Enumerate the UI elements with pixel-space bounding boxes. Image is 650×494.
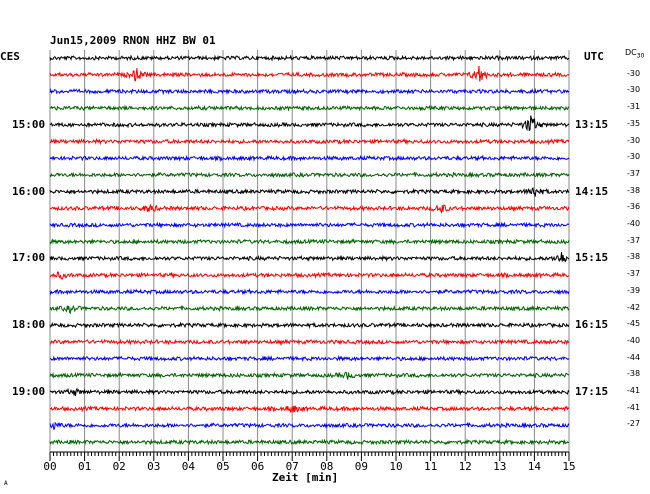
right-hour-label: 14:15 [575, 184, 609, 198]
trace-row-10 [49, 221, 570, 229]
dc-offset-label: -31 [627, 102, 641, 112]
dc-offset-label: -37 [627, 235, 641, 245]
dc-offset-label: -36 [627, 202, 641, 212]
trace-row-11 [49, 238, 570, 246]
trace-row-12 [49, 252, 570, 263]
trace-row-16 [49, 321, 570, 330]
dc-offset-label: -40 [627, 335, 641, 345]
x-axis: 00 01 02 03 04 05 06 07 08 09 10 11 12 13 14 15 [43, 451, 576, 473]
dc-offset-label: -44 [627, 352, 641, 362]
x-tick-label: 01 [78, 460, 91, 473]
x-tick-label: 14 [528, 460, 542, 473]
dc-offset-label: -40 [627, 219, 641, 228]
dc-offset-label: -35 [627, 118, 641, 128]
x-tick-label: 10 [389, 460, 402, 473]
seismic-traces [49, 54, 570, 446]
trace-row-19 [49, 371, 570, 380]
right-timezone-label: UTC [584, 50, 604, 63]
right-hour-label: 17:15 [575, 385, 609, 398]
dc-offset-label: -30 [627, 152, 641, 162]
trace-row-15 [49, 304, 570, 315]
vertical-gridlines [49, 50, 570, 452]
right-hour-label: 16:15 [575, 318, 609, 332]
trace-row-21 [49, 405, 570, 413]
x-tick-label: 00 [43, 460, 56, 473]
dc-offset-label: -45 [627, 319, 641, 329]
x-tick-label: 06 [251, 460, 264, 473]
trace-row-1 [49, 65, 570, 82]
x-tick-label: 11 [424, 460, 437, 473]
right-hour-label: 13:15 [575, 117, 609, 131]
dc-offset-label: -39 [627, 285, 641, 295]
trace-row-2 [49, 87, 570, 96]
dc-offset-label: -38 [627, 185, 641, 195]
trace-row-7 [49, 171, 570, 179]
left-hour-label: 18:00 [12, 318, 46, 332]
x-tick-label: 03 [147, 460, 160, 473]
trace-row-13 [49, 271, 570, 280]
trace-row-23 [49, 438, 570, 446]
trace-row-20 [49, 387, 570, 396]
x-tick-label: 04 [182, 460, 196, 473]
dc-offset-label: -41 [627, 386, 641, 395]
left-timezone-label: CES [0, 50, 20, 63]
trace-row-0 [49, 54, 570, 62]
chart-title: Jun15,2009 RNON HHZ BW 01 [50, 34, 216, 47]
trace-row-18 [49, 354, 570, 363]
dc-offset-label: -41 [627, 402, 641, 412]
x-tick-label: 12 [459, 460, 472, 473]
x-tick-label: 09 [355, 460, 368, 473]
x-tick-label: 08 [320, 460, 333, 473]
left-hour-label: 19:00 [12, 385, 46, 398]
x-tick-label: 07 [286, 460, 299, 473]
x-tick-label: 02 [113, 460, 126, 473]
left-hour-label: 16:00 [12, 184, 46, 198]
dc-label: DC30 [625, 48, 645, 60]
dc-offset-label: -38 [627, 252, 641, 262]
x-tick-label: 13 [493, 460, 506, 473]
trace-row-9 [49, 204, 570, 215]
corner-mark: A [4, 480, 8, 487]
trace-row-3 [49, 104, 570, 112]
dc-offset-label: -30 [627, 135, 641, 145]
trace-row-17 [49, 338, 570, 346]
left-hour-label: 15:00 [12, 117, 46, 131]
dc-offset-label: -30 [627, 85, 641, 95]
x-axis-label: Zeit [min] [272, 471, 339, 484]
trace-row-6 [49, 154, 570, 163]
dc-offset-label: -37 [627, 168, 641, 178]
dc-offset-label: -27 [627, 419, 641, 429]
right-hour-label: 15:15 [575, 251, 609, 265]
x-tick-label: 15 [562, 460, 575, 473]
x-tick-label: 05 [216, 460, 229, 473]
trace-row-8 [49, 187, 570, 197]
trace-row-22 [49, 421, 570, 430]
dc-offset-label: -42 [627, 302, 641, 312]
dc-offset-label: -37 [627, 269, 641, 279]
trace-row-4 [49, 115, 570, 132]
left-hour-label: 17:00 [12, 251, 46, 265]
dc-offset-label: -38 [627, 369, 641, 379]
dc-offset-label: -30 [627, 68, 641, 78]
trace-row-14 [49, 288, 570, 296]
trace-row-5 [49, 137, 570, 146]
